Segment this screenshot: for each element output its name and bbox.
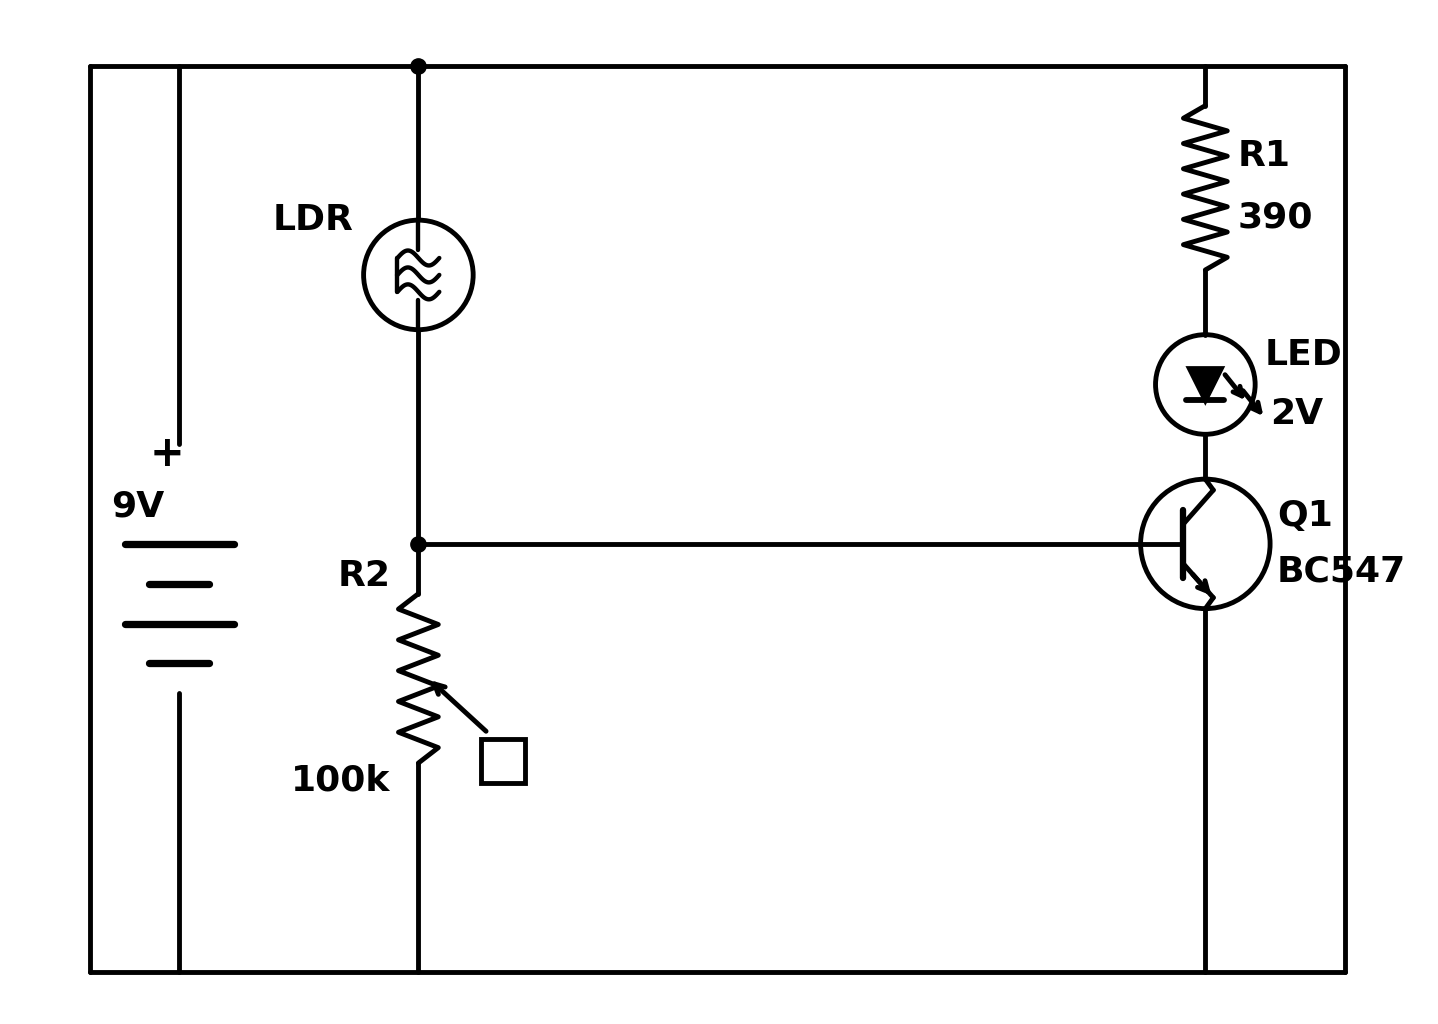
Text: 390: 390 [1237, 201, 1313, 234]
Text: 100k: 100k [290, 764, 391, 798]
Text: 2V: 2V [1270, 397, 1323, 431]
Text: Q1: Q1 [1277, 499, 1333, 532]
Text: R2: R2 [338, 559, 391, 593]
Text: LED: LED [1265, 338, 1343, 372]
Polygon shape [1189, 369, 1221, 400]
Text: R1: R1 [1237, 139, 1290, 173]
Text: 9V: 9V [111, 489, 164, 524]
Text: +: + [150, 433, 184, 475]
Text: LDR: LDR [273, 203, 354, 238]
Text: BC547: BC547 [1277, 555, 1406, 589]
